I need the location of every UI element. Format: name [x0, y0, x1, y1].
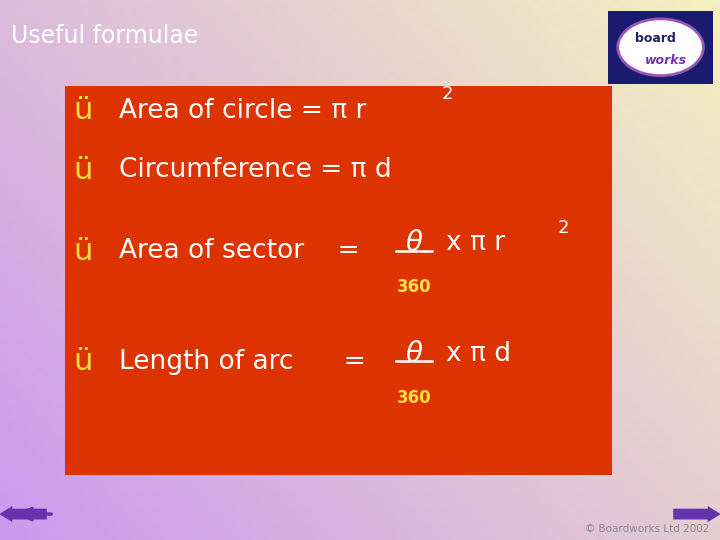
Text: Area of sector    =: Area of sector =: [119, 238, 359, 264]
FancyArrow shape: [0, 506, 47, 522]
Text: θ: θ: [405, 340, 423, 368]
Bar: [65, 86, 612, 475]
Text: 2: 2: [558, 219, 570, 238]
Bar: [608, 11, 713, 84]
Text: ü: ü: [73, 96, 92, 125]
Text: 2: 2: [441, 85, 453, 104]
Text: board: board: [635, 32, 676, 45]
Text: ü: ü: [73, 237, 92, 266]
Text: x π d: x π d: [446, 341, 511, 367]
Text: ü: ü: [73, 347, 92, 376]
Ellipse shape: [618, 19, 703, 76]
Text: ü: ü: [73, 156, 92, 185]
Text: x π r: x π r: [446, 230, 505, 256]
Text: Useful formulae: Useful formulae: [11, 24, 198, 48]
Text: works: works: [644, 54, 687, 67]
Text: Circumference = π d: Circumference = π d: [119, 157, 392, 183]
Text: Area of circle = π r: Area of circle = π r: [119, 98, 366, 124]
Text: θ: θ: [405, 229, 423, 257]
FancyArrow shape: [673, 506, 720, 522]
Text: 360: 360: [397, 389, 431, 407]
Text: Length of arc      =: Length of arc =: [119, 349, 366, 375]
Text: 360: 360: [397, 278, 431, 296]
Text: © Boardworks Ltd 2002: © Boardworks Ltd 2002: [585, 523, 709, 534]
